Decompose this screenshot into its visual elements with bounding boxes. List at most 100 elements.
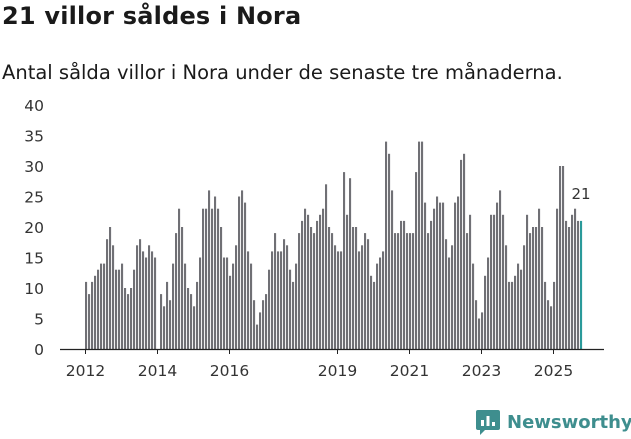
bar [352, 227, 355, 349]
bar [88, 294, 91, 349]
bar [358, 251, 361, 349]
bar [85, 281, 88, 349]
bar [217, 208, 220, 349]
bar [247, 251, 250, 349]
bar [301, 220, 304, 349]
bar [169, 300, 172, 349]
bar [283, 239, 286, 349]
bar [187, 288, 190, 349]
bar [115, 269, 118, 349]
bar [220, 227, 223, 349]
bar [244, 202, 247, 349]
bar [376, 263, 379, 349]
x-tick-label: 2012 [66, 362, 105, 380]
bar [259, 312, 262, 349]
bar [505, 245, 508, 349]
x-tick-label: 2014 [138, 362, 177, 380]
bar [541, 227, 544, 349]
bar [448, 257, 451, 349]
bar [235, 245, 238, 349]
bar [460, 159, 463, 349]
bar [196, 281, 199, 349]
bar [367, 239, 370, 349]
bar [373, 281, 376, 349]
bar [229, 275, 232, 349]
bar [508, 281, 511, 349]
bar [430, 220, 433, 349]
bar [298, 233, 301, 349]
newsworthy-brand[interactable]: Newsworthy [475, 407, 631, 437]
bar [451, 245, 454, 349]
bar [355, 227, 358, 349]
bar [361, 245, 364, 349]
newsworthy-logo-icon [476, 410, 500, 435]
bar [130, 288, 133, 349]
bar [493, 214, 496, 349]
bar [514, 275, 517, 349]
bar [490, 214, 493, 349]
bar [469, 214, 472, 349]
bar [121, 263, 124, 349]
bar [397, 233, 400, 349]
bar [478, 318, 481, 349]
highlight-label: 21 [572, 185, 591, 203]
bar [427, 233, 430, 349]
bar [223, 257, 226, 349]
bar [400, 220, 403, 349]
bar [310, 227, 313, 349]
y-tick-label: 40 [24, 97, 44, 115]
bar [403, 220, 406, 349]
bar [346, 214, 349, 349]
chart-subtitle: Antal sålda villor i Nora under de senas… [2, 61, 563, 84]
bar [337, 251, 340, 349]
y-tick-label: 30 [24, 158, 44, 176]
bar [124, 288, 127, 349]
bar-highlight [580, 220, 583, 349]
bar [484, 275, 487, 349]
bar [127, 294, 130, 349]
bar [253, 300, 256, 349]
bar [370, 275, 373, 349]
bar [148, 245, 151, 349]
bar [475, 300, 478, 349]
bar [109, 227, 112, 349]
chart-title: 21 villor såldes i Nora [2, 2, 302, 30]
bar [205, 208, 208, 349]
bar [328, 227, 331, 349]
bar [523, 245, 526, 349]
bar [481, 312, 484, 349]
bar [415, 172, 418, 349]
y-tick-label: 5 [34, 311, 44, 329]
bar [466, 233, 469, 349]
y-tick-label: 25 [24, 189, 44, 207]
bar [118, 269, 121, 349]
bar [577, 220, 580, 349]
bar [112, 245, 115, 349]
bar [175, 233, 178, 349]
bar [226, 257, 229, 349]
bar [262, 300, 265, 349]
bar [211, 208, 214, 349]
bar [325, 184, 328, 349]
bar [529, 233, 532, 349]
bar [394, 233, 397, 349]
bar [364, 233, 367, 349]
bar [334, 245, 337, 349]
bar [319, 214, 322, 349]
x-tick-label: 2021 [390, 362, 429, 380]
bar [412, 233, 415, 349]
bar [445, 239, 448, 349]
bar [238, 196, 241, 349]
bar [292, 281, 295, 349]
bar [535, 227, 538, 349]
bar [544, 281, 547, 349]
bar [274, 233, 277, 349]
bar [574, 208, 577, 349]
bar [103, 263, 106, 349]
bar [97, 269, 100, 349]
bar [232, 263, 235, 349]
bar [559, 166, 562, 349]
y-tick-label: 35 [24, 128, 44, 146]
bar [313, 233, 316, 349]
